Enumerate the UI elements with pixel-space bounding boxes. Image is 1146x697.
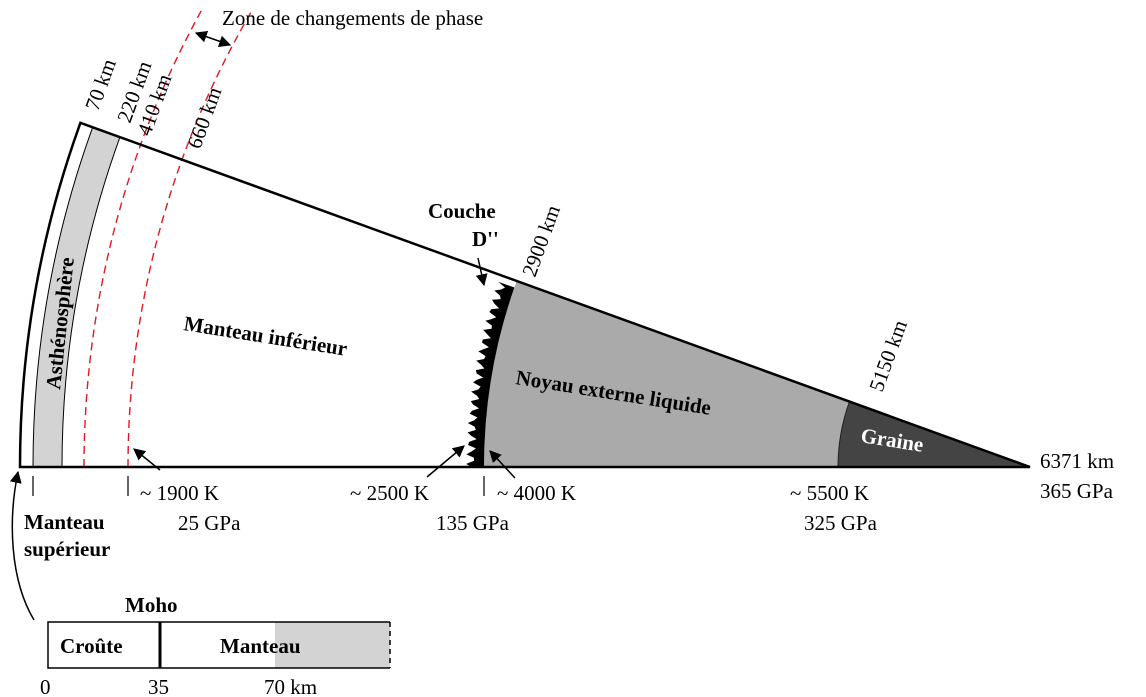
condition-label: 365 GPa (1040, 479, 1114, 503)
layer-label: supérieur (24, 537, 110, 561)
phase-change-boundary (83, 9, 203, 468)
zoom-arrow (9, 470, 35, 621)
condition-label: 25 GPa (178, 511, 241, 535)
layer-label: Couche (428, 199, 496, 223)
layer-label: D'' (472, 227, 499, 251)
inset-tick: 35 (148, 675, 169, 697)
arrow (133, 448, 161, 471)
arrow (426, 445, 465, 478)
inset-label: Moho (125, 593, 178, 617)
boundary (61, 136, 121, 468)
inset-mantle-shade (275, 622, 390, 668)
depth-label: 5150 km (864, 317, 912, 395)
condition-label: 135 GPa (436, 511, 510, 535)
d-double-prime-layer (466, 281, 515, 467)
layers (18, 9, 1031, 469)
inset-tick: 0 (40, 675, 51, 697)
arrow (489, 450, 516, 479)
wedge-outline (18, 121, 1031, 469)
condition-label: ~ 1900 K (140, 481, 219, 505)
inset-label: Manteau (220, 634, 301, 658)
crust-band (20, 122, 93, 467)
arrow (475, 257, 488, 287)
condition-label: ~ 4000 K (497, 481, 576, 505)
layer-label: Manteau (24, 510, 105, 534)
phase-zone-arrow (194, 30, 232, 48)
condition-label: ~ 2500 K (350, 481, 429, 505)
inset-box (47, 621, 390, 669)
title: Zone de changements de phase (222, 6, 483, 30)
lower-mantle (62, 137, 517, 467)
boundary (32, 127, 94, 468)
depth-label: 70 km (80, 56, 121, 114)
depth-label: 660 km (182, 84, 226, 152)
depth-label: 6371 km (1040, 449, 1114, 473)
condition-label: 325 GPa (804, 511, 878, 535)
boundary (837, 401, 850, 468)
outer-core (484, 280, 850, 467)
inset-tick: 70 km (264, 675, 317, 697)
depth-label: 2900 km (517, 202, 565, 280)
inset-label: Croûte (60, 634, 123, 658)
condition-label: ~ 5500 K (790, 481, 869, 505)
phase-change-boundary (127, 9, 253, 468)
